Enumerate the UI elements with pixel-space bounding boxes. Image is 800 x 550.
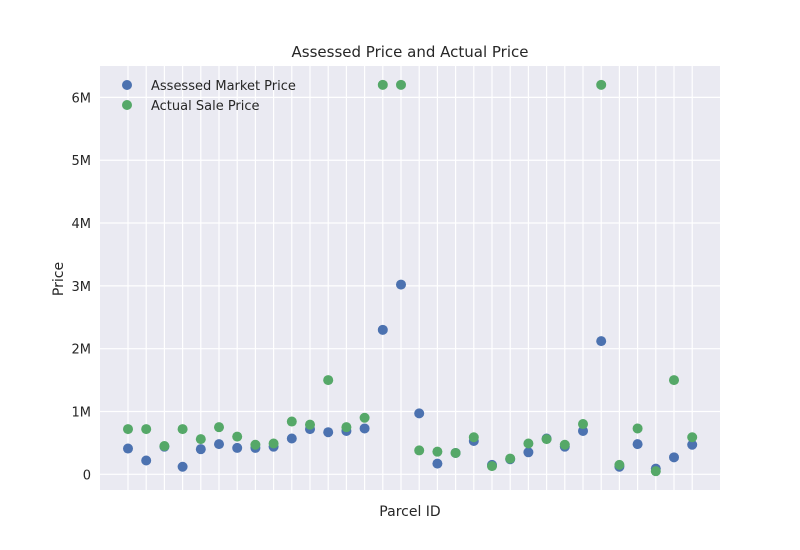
y-tick-label: 3M bbox=[72, 280, 92, 295]
data-point bbox=[377, 324, 388, 335]
legend-marker-assessed bbox=[122, 80, 132, 90]
data-point bbox=[268, 438, 279, 449]
data-point bbox=[359, 423, 370, 434]
data-point bbox=[177, 424, 188, 435]
data-point bbox=[286, 433, 297, 444]
grid bbox=[100, 66, 720, 490]
data-point bbox=[559, 439, 570, 450]
data-point bbox=[432, 446, 443, 457]
y-tick-label: 2M bbox=[72, 343, 92, 358]
data-point bbox=[214, 439, 224, 450]
data-point bbox=[123, 424, 133, 435]
data-point bbox=[177, 461, 188, 472]
legend-label-actual: Actual Sale Price bbox=[151, 99, 260, 114]
data-point bbox=[232, 442, 243, 453]
data-point bbox=[523, 438, 534, 449]
data-point bbox=[450, 447, 461, 458]
data-point bbox=[541, 434, 552, 445]
data-point bbox=[159, 441, 170, 452]
data-point bbox=[487, 461, 497, 472]
data-point bbox=[632, 423, 643, 434]
y-tick-label: 6M bbox=[72, 91, 92, 106]
data-point bbox=[323, 427, 334, 438]
x-axis-label: Parcel ID bbox=[379, 504, 440, 520]
data-point bbox=[414, 408, 425, 419]
data-point bbox=[396, 79, 406, 90]
data-point bbox=[141, 455, 152, 466]
data-point bbox=[414, 445, 425, 456]
data-point bbox=[286, 416, 297, 427]
data-point bbox=[250, 439, 261, 450]
data-point bbox=[596, 79, 607, 90]
data-point bbox=[195, 444, 206, 455]
y-tick-label: 4M bbox=[72, 217, 92, 232]
data-point bbox=[305, 419, 315, 430]
data-point bbox=[468, 432, 479, 443]
data-point bbox=[687, 439, 698, 450]
legend-marker-actual bbox=[122, 100, 132, 110]
data-point bbox=[632, 439, 643, 450]
data-point bbox=[195, 434, 206, 445]
data-point bbox=[432, 458, 443, 469]
data-point bbox=[669, 375, 679, 386]
data-point bbox=[123, 443, 133, 454]
data-point bbox=[650, 466, 661, 477]
data-point bbox=[377, 79, 388, 90]
chart-title: Assessed Price and Actual Price bbox=[292, 43, 529, 61]
data-point bbox=[614, 459, 625, 470]
y-tick-label: 1M bbox=[72, 405, 92, 420]
y-tick-label: 0 bbox=[83, 468, 91, 483]
series-1 bbox=[123, 79, 698, 477]
data-point bbox=[505, 453, 516, 464]
y-axis-label: Price bbox=[51, 262, 67, 296]
plot-area bbox=[100, 66, 720, 490]
data-point bbox=[341, 422, 352, 433]
data-point bbox=[687, 432, 698, 443]
y-tick-label: 5M bbox=[72, 154, 92, 169]
legend-label-assessed: Assessed Market Price bbox=[151, 79, 296, 94]
data-point bbox=[669, 452, 679, 463]
data-point bbox=[523, 447, 534, 458]
data-point bbox=[323, 375, 334, 386]
data-point bbox=[232, 431, 243, 442]
data-point bbox=[141, 424, 152, 435]
legend: Assessed Market Price Actual Sale Price bbox=[122, 79, 296, 114]
data-point bbox=[578, 425, 588, 436]
data-point bbox=[359, 412, 370, 423]
data-points bbox=[123, 79, 698, 477]
data-point bbox=[578, 419, 588, 430]
data-point bbox=[214, 422, 224, 433]
y-tick-labels: 0 1M 2M 3M 4M 5M 6M bbox=[72, 91, 92, 483]
data-point bbox=[596, 336, 607, 347]
data-point bbox=[396, 279, 406, 290]
